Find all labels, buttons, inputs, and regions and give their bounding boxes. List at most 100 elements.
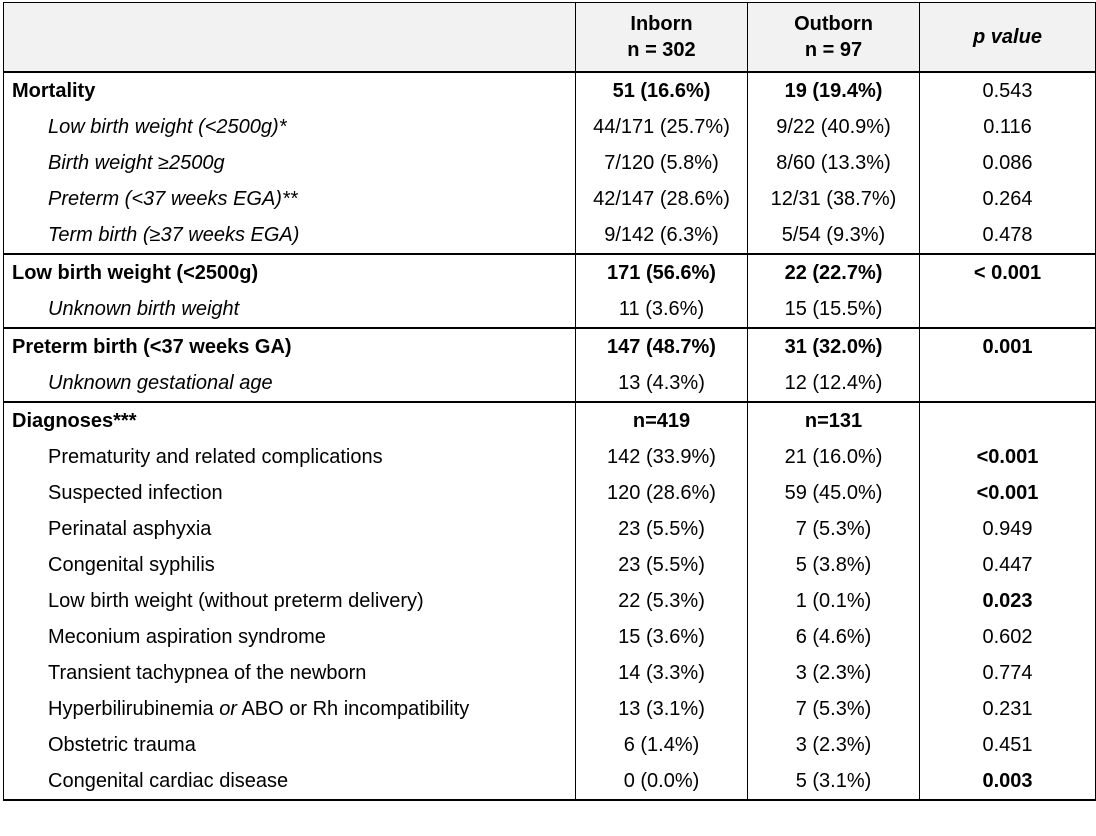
table-row: Unknown birth weight 11 (3.6%) 15 (15.5%… xyxy=(3,291,1096,328)
header-pvalue-label: p value xyxy=(973,26,1042,48)
table-row: Low birth weight (without preterm delive… xyxy=(3,583,1096,619)
table-row: Congenital syphilis 23 (5.5%) 5 (3.8%) 0… xyxy=(3,547,1096,583)
row-outborn: 8/60 (13.3%) xyxy=(747,145,920,181)
row-pvalue: 0.003 xyxy=(919,763,1096,801)
header-outborn-title: Outborn xyxy=(794,13,873,35)
row-outborn: 15 (15.5%) xyxy=(747,291,920,328)
row-outborn: 7 (5.3%) xyxy=(747,691,920,727)
row-inborn: 15 (3.6%) xyxy=(575,619,748,655)
table-row: Obstetric trauma 6 (1.4%) 3 (2.3%) 0.451 xyxy=(3,727,1096,763)
header-outborn: Outborn n = 97 xyxy=(747,2,920,73)
row-label: Unknown birth weight xyxy=(3,291,576,328)
header-blank-cell xyxy=(3,2,576,73)
header-outborn-n: n = 97 xyxy=(804,39,863,61)
row-label: Hyperbilirubinemia or ABO or Rh incompat… xyxy=(3,691,576,727)
table-row: Prematurity and related complications 14… xyxy=(3,439,1096,475)
row-label: Preterm (<37 weeks EGA)** xyxy=(3,181,576,217)
row-inborn: 23 (5.5%) xyxy=(575,511,748,547)
preterm-row: Preterm birth (<37 weeks GA) 147 (48.7%)… xyxy=(3,327,1096,365)
results-table: Inborn n = 302 Outborn n = 97 p value Mo… xyxy=(3,2,1096,801)
table-row: Perinatal asphyxia 23 (5.5%) 7 (5.3%) 0.… xyxy=(3,511,1096,547)
mortality-inborn: 51 (16.6%) xyxy=(575,71,748,109)
row-pvalue xyxy=(919,291,1096,328)
row-outborn: 6 (4.6%) xyxy=(747,619,920,655)
table-row: Meconium aspiration syndrome 15 (3.6%) 6… xyxy=(3,619,1096,655)
table-row: Preterm (<37 weeks EGA)** 42/147 (28.6%)… xyxy=(3,181,1096,217)
row-inborn: 7/120 (5.8%) xyxy=(575,145,748,181)
row-outborn: 3 (2.3%) xyxy=(747,655,920,691)
mortality-label: Mortality xyxy=(3,71,576,109)
row-label: Transient tachypnea of the newborn xyxy=(3,655,576,691)
row-label: Low birth weight (without preterm delive… xyxy=(3,583,576,619)
row-label: Suspected infection xyxy=(3,475,576,511)
row-pvalue: 0.774 xyxy=(919,655,1096,691)
row-label: Low birth weight (<2500g)* xyxy=(3,109,576,145)
table-row: Hyperbilirubinemia or ABO or Rh incompat… xyxy=(3,691,1096,727)
row-inborn: 44/171 (25.7%) xyxy=(575,109,748,145)
row-inborn: 13 (3.1%) xyxy=(575,691,748,727)
row-outborn: 5 (3.8%) xyxy=(747,547,920,583)
row-inborn: 11 (3.6%) xyxy=(575,291,748,328)
row-pvalue: 0.231 xyxy=(919,691,1096,727)
row-pvalue: 0.264 xyxy=(919,181,1096,217)
row-label: Prematurity and related complications xyxy=(3,439,576,475)
row-outborn: 21 (16.0%) xyxy=(747,439,920,475)
row-label: Unknown gestational age xyxy=(3,365,576,402)
table-row: Unknown gestational age 13 (4.3%) 12 (12… xyxy=(3,365,1096,402)
row-inborn: 14 (3.3%) xyxy=(575,655,748,691)
mortality-outborn: 19 (19.4%) xyxy=(747,71,920,109)
row-inborn: 9/142 (6.3%) xyxy=(575,217,748,254)
table-row: Birth weight ≥2500g 7/120 (5.8%) 8/60 (1… xyxy=(3,145,1096,181)
row-inborn: 23 (5.5%) xyxy=(575,547,748,583)
header-inborn: Inborn n = 302 xyxy=(575,2,748,73)
diagnoses-label: Diagnoses*** xyxy=(3,401,576,439)
row-pvalue: 0.086 xyxy=(919,145,1096,181)
row-outborn: 7 (5.3%) xyxy=(747,511,920,547)
row-label-or: or xyxy=(219,698,237,720)
row-label-part: ABO or Rh incompatibility xyxy=(236,698,470,720)
header-pvalue: p value xyxy=(919,2,1096,73)
row-pvalue: 0.447 xyxy=(919,547,1096,583)
row-outborn: 5 (3.1%) xyxy=(747,763,920,801)
row-inborn: 22 (5.3%) xyxy=(575,583,748,619)
row-outborn: 12 (12.4%) xyxy=(747,365,920,402)
row-pvalue: 0.949 xyxy=(919,511,1096,547)
row-inborn: 42/147 (28.6%) xyxy=(575,181,748,217)
row-pvalue xyxy=(919,365,1096,402)
row-label: Term birth (≥37 weeks EGA) xyxy=(3,217,576,254)
lbw-pvalue: < 0.001 xyxy=(919,253,1096,291)
lbw-label: Low birth weight (<2500g) xyxy=(3,253,576,291)
mortality-pvalue: 0.543 xyxy=(919,71,1096,109)
row-inborn: 0 (0.0%) xyxy=(575,763,748,801)
preterm-outborn: 31 (32.0%) xyxy=(747,327,920,365)
preterm-pvalue: 0.001 xyxy=(919,327,1096,365)
table-row: Low birth weight (<2500g)* 44/171 (25.7%… xyxy=(3,109,1096,145)
row-outborn: 5/54 (9.3%) xyxy=(747,217,920,254)
row-pvalue: 0.602 xyxy=(919,619,1096,655)
header-row: Inborn n = 302 Outborn n = 97 p value xyxy=(3,2,1096,73)
header-inborn-n: n = 302 xyxy=(627,39,696,61)
row-label: Meconium aspiration syndrome xyxy=(3,619,576,655)
header-inborn-title: Inborn xyxy=(630,13,693,35)
row-outborn: 12/31 (38.7%) xyxy=(747,181,920,217)
diagnoses-row: Diagnoses*** n=419 n=131 xyxy=(3,401,1096,439)
row-outborn: 1 (0.1%) xyxy=(747,583,920,619)
row-outborn: 3 (2.3%) xyxy=(747,727,920,763)
lbw-row: Low birth weight (<2500g) 171 (56.6%) 22… xyxy=(3,253,1096,291)
table-row: Congenital cardiac disease 0 (0.0%) 5 (3… xyxy=(3,763,1096,801)
row-pvalue: 0.478 xyxy=(919,217,1096,254)
row-outborn: 59 (45.0%) xyxy=(747,475,920,511)
row-pvalue: <0.001 xyxy=(919,439,1096,475)
lbw-inborn: 171 (56.6%) xyxy=(575,253,748,291)
row-label-part: Hyperbilirubinemia xyxy=(48,698,220,720)
row-pvalue: 0.116 xyxy=(919,109,1096,145)
preterm-label: Preterm birth (<37 weeks GA) xyxy=(3,327,576,365)
lbw-outborn: 22 (22.7%) xyxy=(747,253,920,291)
mortality-row: Mortality 51 (16.6%) 19 (19.4%) 0.543 xyxy=(3,71,1096,109)
row-pvalue: 0.451 xyxy=(919,727,1096,763)
row-label: Congenital cardiac disease xyxy=(3,763,576,801)
row-inborn: 120 (28.6%) xyxy=(575,475,748,511)
preterm-inborn: 147 (48.7%) xyxy=(575,327,748,365)
row-label: Perinatal asphyxia xyxy=(3,511,576,547)
